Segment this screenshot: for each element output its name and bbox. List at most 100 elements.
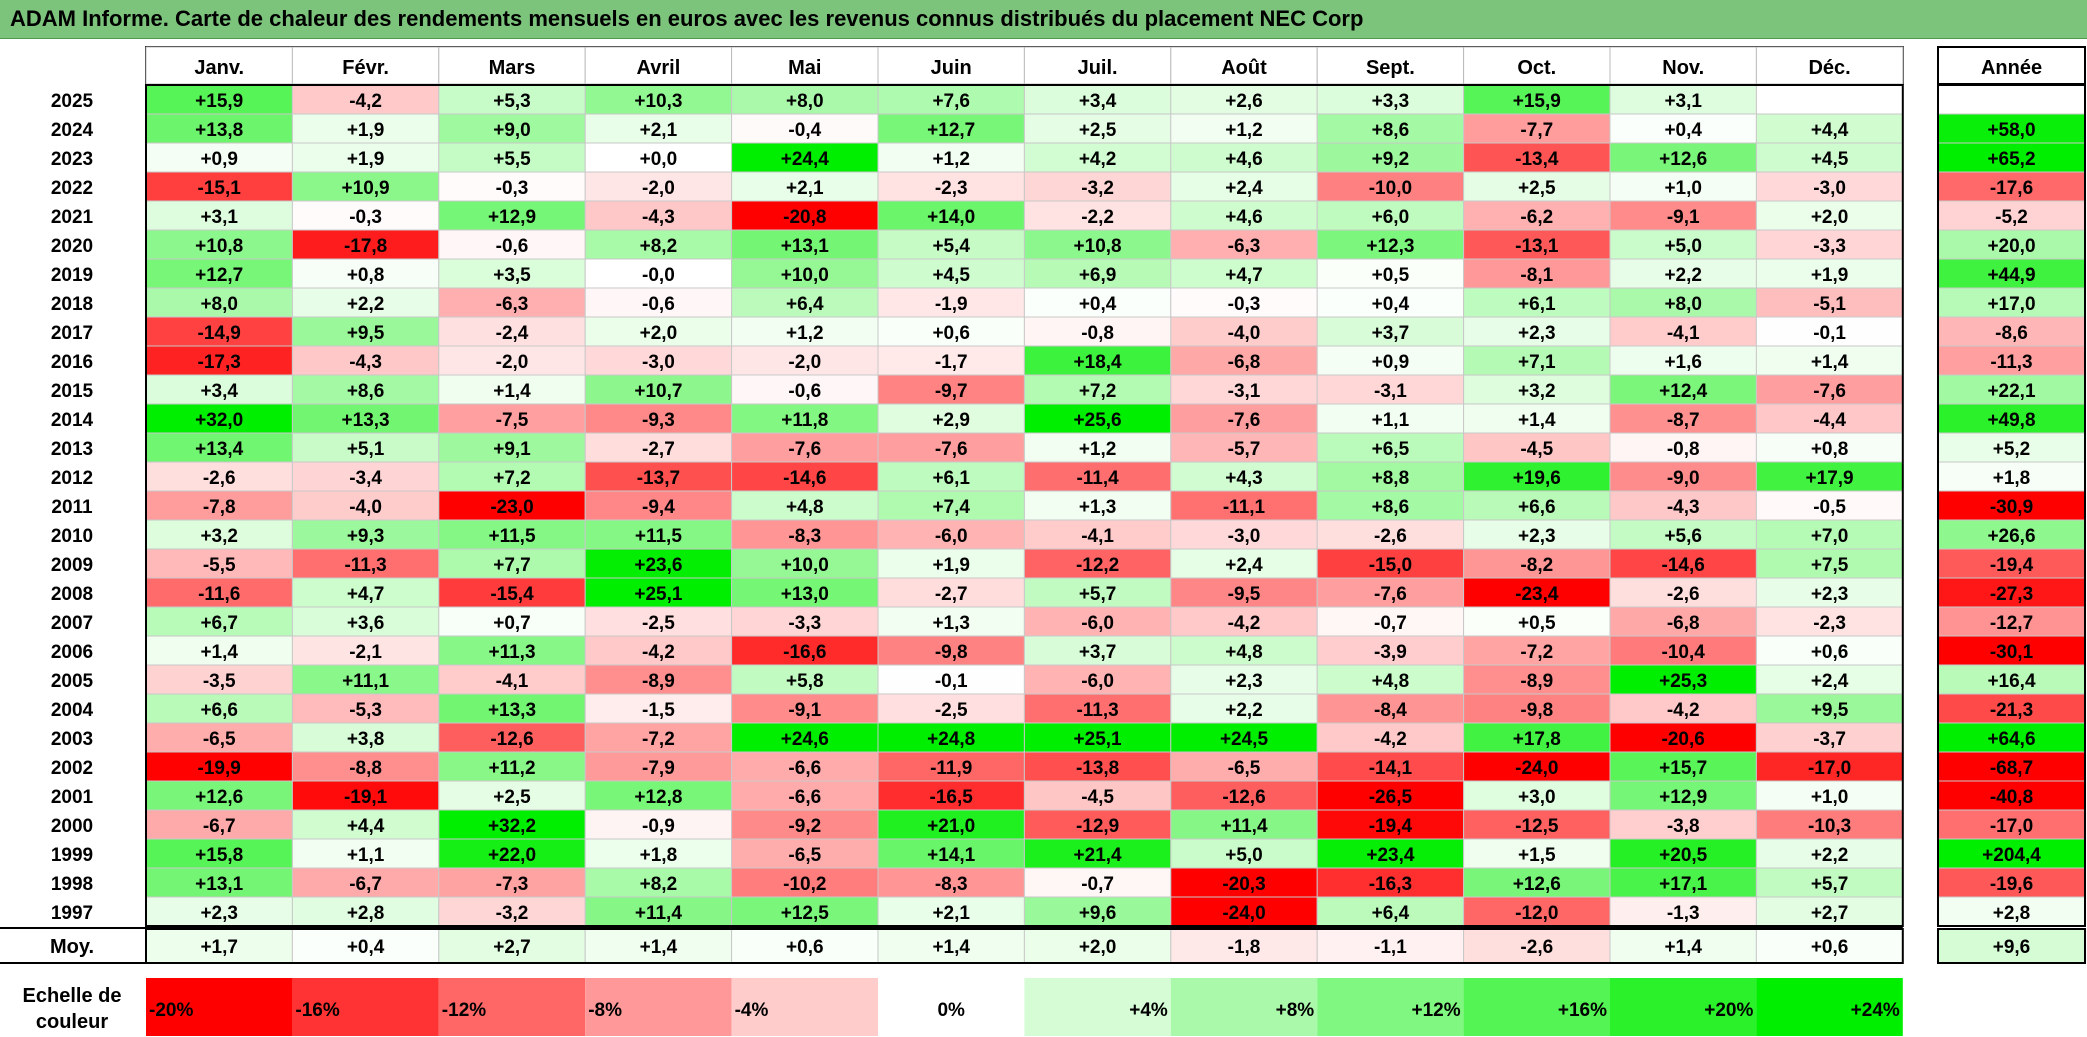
heatmap-cell	[877, 258, 1025, 289]
cell-value: -19,4	[1369, 816, 1413, 837]
heatmap-cell	[1463, 896, 1611, 927]
cell-value: +5,0	[1225, 845, 1263, 866]
annual-cell	[1937, 374, 2086, 405]
cell-value: +2,4	[1811, 671, 1849, 692]
heatmap-cell	[877, 490, 1025, 521]
month-header-cell	[1609, 46, 1757, 85]
cell-value: +13,0	[781, 584, 829, 605]
cell-value: -9,7	[935, 381, 968, 402]
heatmap-cell	[1023, 809, 1172, 840]
heatmap-cell	[1023, 838, 1172, 869]
year-label-2022: 2022	[51, 178, 93, 199]
heatmap-cell	[1609, 461, 1757, 492]
annual-value: -11,3	[1990, 352, 2032, 373]
cell-value: -2,3	[935, 178, 968, 199]
cell-value: -6,0	[1081, 671, 1114, 692]
year-label-2004: 2004	[51, 700, 94, 721]
heatmap-cell	[877, 84, 1025, 115]
heatmap-cell	[731, 171, 879, 202]
cell-value: +3,7	[1372, 323, 1410, 344]
month-header-cell	[1463, 46, 1611, 85]
cell-value: -6,3	[496, 294, 529, 315]
month-header-cell	[731, 46, 879, 85]
heatmap-cell	[877, 722, 1025, 753]
cell-value: -6,5	[788, 845, 821, 866]
cell-value: +2,2	[347, 294, 385, 315]
heatmap-cell	[438, 345, 586, 376]
heatmap-cell	[731, 316, 879, 347]
cell-value: -2,2	[1081, 207, 1114, 228]
annual-cell	[1937, 548, 2086, 579]
heatmap-cell	[438, 374, 586, 405]
cell-value: -12,6	[1222, 787, 1265, 808]
cell-value: +14,0	[927, 207, 975, 228]
cell-value: -23,0	[490, 497, 533, 518]
heatmap-cell	[1316, 287, 1465, 318]
average-label: Moy.	[50, 936, 94, 958]
cell-value: +25,6	[1074, 410, 1122, 431]
cell-value: +2,3	[1811, 584, 1849, 605]
cell-value: +1,4	[1811, 352, 1849, 373]
cell-value: +32,0	[195, 410, 243, 431]
heatmap-cell	[1609, 171, 1757, 202]
heatmap-cell	[1463, 258, 1611, 289]
cell-value: -0,3	[496, 178, 529, 199]
cell-value: -2,0	[788, 352, 821, 373]
average-cell	[1316, 928, 1465, 964]
cell-value: +7,2	[1079, 381, 1117, 402]
heatmap-cell	[877, 809, 1025, 840]
annual-value: +5,2	[1993, 439, 2031, 460]
heatmap-cell	[438, 896, 586, 927]
cell-value: +5,7	[1811, 874, 1849, 895]
cell-value: +4,7	[1225, 265, 1263, 286]
cell-value: +13,1	[195, 874, 244, 895]
cell-value: +0,7	[493, 613, 531, 634]
cell-value: +1,8	[640, 845, 678, 866]
heatmap-cell	[1316, 838, 1465, 869]
cell-value: -6,6	[788, 787, 821, 808]
year-label-2000: 2000	[51, 816, 93, 837]
cell-value: -19,1	[344, 787, 388, 808]
heatmap-cell	[877, 693, 1025, 724]
cell-value: +5,1	[347, 439, 385, 460]
month-header-cell	[1316, 46, 1465, 85]
average-value: -1,8	[1228, 937, 1261, 958]
annual-value: -21,3	[1990, 700, 2033, 721]
cell-value: +3,2	[1518, 381, 1556, 402]
cell-value: -4,3	[1667, 497, 1700, 518]
year-label-2012: 2012	[51, 468, 93, 489]
heatmap-cell	[1609, 548, 1757, 579]
heatmap-cell	[1609, 635, 1757, 666]
heatmap-cell	[291, 403, 440, 434]
cell-value: -7,5	[496, 410, 529, 431]
heatmap-cell	[1316, 142, 1465, 173]
cell-value: -26,5	[1369, 787, 1413, 808]
heatmap-cell	[1463, 577, 1611, 608]
cell-value: -3,2	[496, 903, 529, 924]
heatmap-cell	[1316, 664, 1465, 695]
annual-value: -5,2	[1995, 207, 2028, 228]
scale-swatch	[1756, 978, 1903, 1036]
scale-label-line2: couleur	[36, 1011, 108, 1033]
cell-value: +11,4	[1220, 816, 1267, 837]
heatmap-cell	[1023, 113, 1172, 144]
month-header-3: Mars	[489, 57, 536, 79]
cell-value: -16,3	[1369, 874, 1412, 895]
cell-value: -11,6	[198, 584, 240, 605]
cell-value: -5,3	[349, 700, 382, 721]
annual-value: -40,8	[1990, 787, 2033, 808]
cell-value: +2,1	[932, 903, 970, 924]
cell-value: +7,6	[932, 91, 970, 112]
cell-value: +10,0	[781, 555, 829, 576]
cell-value: -0,3	[349, 207, 382, 228]
cell-value: +21,4	[1074, 845, 1123, 866]
heatmap-cell	[584, 577, 733, 608]
cell-value: -9,3	[642, 410, 675, 431]
cell-value: -3,3	[788, 613, 821, 634]
cell-value: +12,5	[781, 903, 830, 924]
cell-value: -14,6	[1662, 555, 1705, 576]
annual-value: +49,8	[1987, 410, 2035, 431]
heatmap-cell	[1463, 693, 1611, 724]
cell-value: +25,1	[1074, 729, 1123, 750]
cell-value: -3,1	[1228, 381, 1261, 402]
